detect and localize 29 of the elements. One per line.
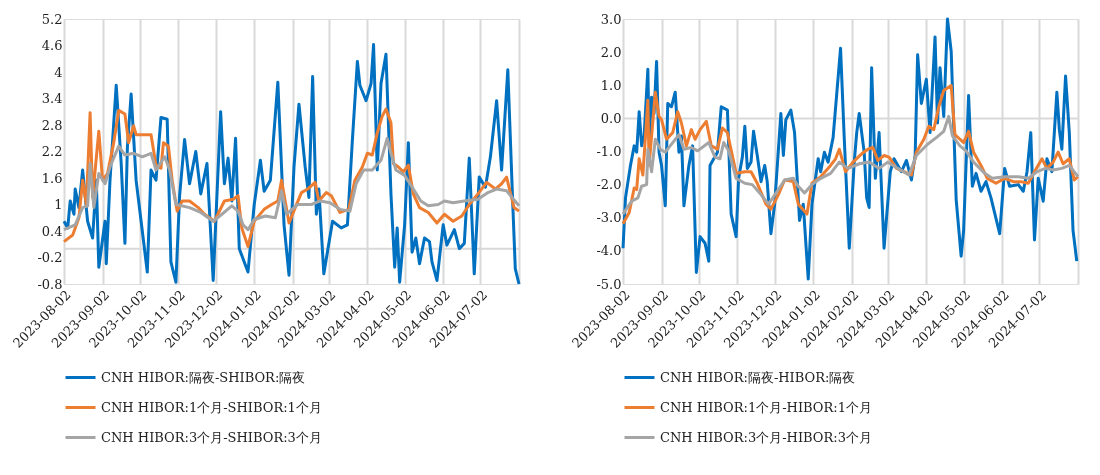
y-tick-label: 3.4 [41, 91, 63, 106]
legend-label: CNH HIBOR:3个月-HIBOR:3个月 [660, 429, 872, 445]
y-tick-label: 1 [54, 197, 63, 212]
legend-label: CNH HIBOR:3个月-SHIBOR:3个月 [101, 429, 322, 445]
y-tick-label: -5.0 [596, 276, 622, 292]
y-tick-label: 1.0 [600, 77, 622, 93]
y-tick-label: -1.0 [596, 144, 622, 159]
legend-label: CNH HIBOR:1个月-SHIBOR:1个月 [101, 399, 322, 415]
y-tick-label: 0.0 [600, 110, 622, 126]
y-tick-label: -0.2 [37, 250, 63, 265]
y-tick-label: 0.4 [41, 223, 63, 239]
y-tick-label: 3.0 [600, 11, 622, 27]
legend-label: CNH HIBOR:1个月-HIBOR:1个月 [660, 399, 872, 415]
y-tick-label: 4 [54, 64, 63, 80]
y-tick-label: 2.2 [41, 144, 63, 159]
legend-label: CNH HIBOR:隔夜-HIBOR:隔夜 [660, 369, 856, 385]
line-series [62, 136, 521, 232]
y-tick-label: 2.0 [600, 44, 622, 60]
line-series [62, 43, 521, 286]
y-tick-label: -2.0 [596, 177, 622, 193]
y-tick-label: 2.8 [41, 117, 63, 133]
y-tick-label: -0.8 [37, 276, 63, 292]
y-tick-label: 1.6 [41, 170, 63, 186]
legend-label: CNH HIBOR:隔夜-SHIBOR:隔夜 [101, 369, 306, 385]
y-tick-label: -4.0 [596, 243, 622, 259]
y-tick-label: -3.0 [596, 210, 622, 226]
y-tick-label: 4.6 [41, 38, 63, 53]
y-tick-label: 5.2 [41, 11, 63, 27]
line-series [621, 114, 1080, 216]
